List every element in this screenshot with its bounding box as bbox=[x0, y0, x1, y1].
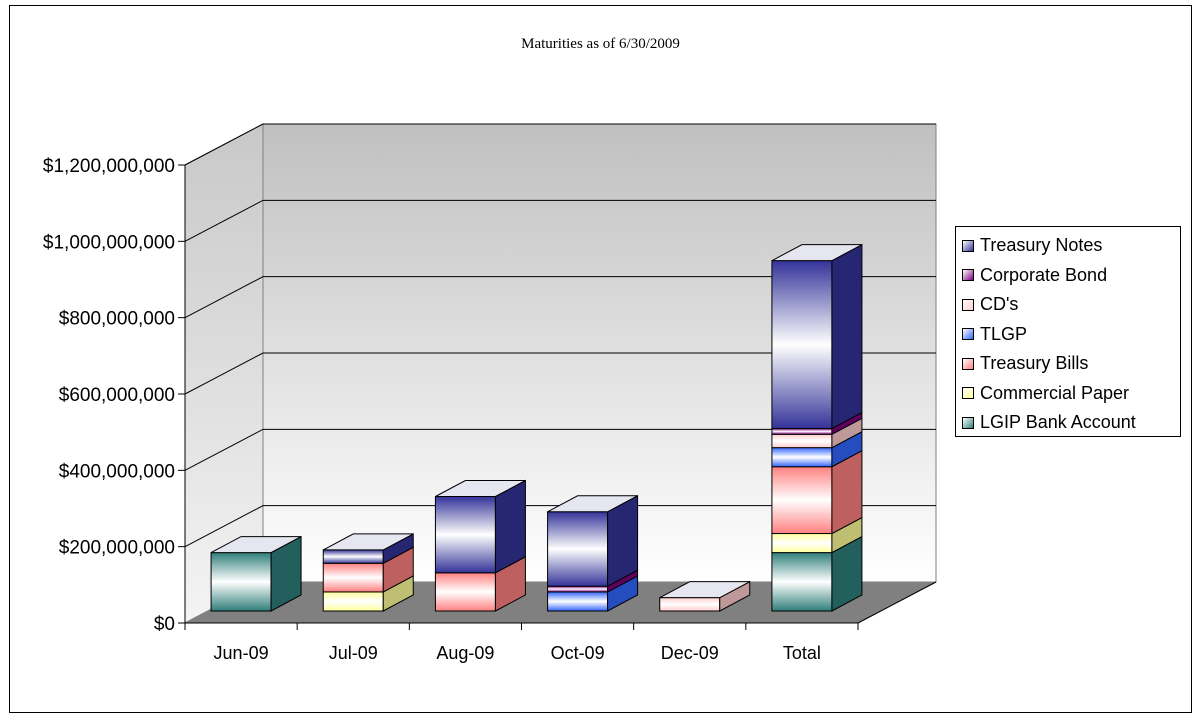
x-tick-label: Jun-09 bbox=[214, 643, 269, 663]
gridline bbox=[184, 199, 936, 242]
legend-item: Commercial Paper bbox=[962, 379, 1180, 409]
legend-item: CD's bbox=[962, 290, 1180, 320]
bar-front bbox=[547, 511, 609, 587]
y-tick-label: $200,000,000 bbox=[59, 538, 175, 559]
legend-label: Treasury Notes bbox=[980, 235, 1103, 256]
y-tick-label: $400,000,000 bbox=[59, 461, 175, 482]
bar-front bbox=[659, 597, 721, 612]
bar-top bbox=[435, 480, 526, 497]
bar-segment bbox=[547, 569, 639, 593]
gridline bbox=[184, 276, 936, 319]
bar-front bbox=[547, 591, 609, 612]
bar-segment bbox=[210, 535, 302, 612]
bar-front bbox=[210, 552, 272, 612]
bar-top bbox=[210, 536, 302, 554]
x-tick-label: Jul-09 bbox=[329, 643, 378, 663]
legend-label: LGIP Bank Account bbox=[980, 412, 1136, 433]
bar-segment bbox=[659, 580, 751, 612]
bar-front bbox=[434, 572, 496, 612]
bar-segment bbox=[434, 555, 526, 612]
legend-label: Corporate Bond bbox=[980, 264, 1108, 285]
legend-swatch bbox=[962, 416, 974, 429]
legend-item: LGIP Bank Account bbox=[962, 408, 1180, 438]
bar-segment bbox=[771, 417, 863, 449]
x-tick-label: Oct-09 bbox=[551, 643, 605, 663]
bar-front bbox=[771, 552, 833, 612]
x-tick-label: Aug-09 bbox=[436, 643, 494, 663]
gridline bbox=[184, 505, 936, 548]
legend-swatch bbox=[962, 328, 974, 341]
legend-swatch bbox=[962, 269, 974, 282]
legend-label: CD's bbox=[980, 294, 1019, 315]
gridline bbox=[184, 352, 936, 395]
x-tick-label: Total bbox=[783, 643, 821, 663]
legend-swatch bbox=[962, 239, 974, 252]
bar-front bbox=[434, 496, 496, 574]
bar-segment bbox=[771, 243, 863, 430]
bar-front bbox=[771, 533, 833, 554]
bar-front bbox=[771, 433, 833, 449]
y-tick-label: $800,000,000 bbox=[59, 309, 175, 330]
legend-item: Corporate Bond bbox=[962, 261, 1180, 291]
y-tick-label: $600,000,000 bbox=[59, 385, 175, 406]
y-tick-label: $0 bbox=[154, 614, 175, 635]
bar-segment bbox=[771, 430, 863, 468]
bar-front bbox=[547, 585, 609, 593]
bar-segment bbox=[322, 533, 414, 565]
x-tick-label: Dec-09 bbox=[661, 643, 719, 663]
legend-swatch bbox=[962, 298, 974, 311]
gridline bbox=[184, 428, 936, 471]
legend-label: TLGP bbox=[980, 323, 1028, 344]
y-tick-label: $1,000,000,000 bbox=[43, 232, 175, 253]
legend-item: Treasury Bills bbox=[962, 349, 1180, 379]
bar-front bbox=[771, 260, 833, 430]
legend-swatch bbox=[962, 387, 974, 400]
bar-segment bbox=[434, 479, 526, 574]
legend-item: TLGP bbox=[962, 320, 1180, 350]
legend-item: Treasury Notes bbox=[962, 231, 1180, 261]
bar-front bbox=[322, 562, 384, 593]
bar-top bbox=[323, 533, 414, 551]
floor-edge bbox=[857, 581, 937, 624]
bar-side bbox=[831, 243, 863, 430]
chart-title: Maturities as of 6/30/2009 bbox=[521, 36, 680, 52]
bar-front bbox=[771, 447, 833, 468]
bar-front bbox=[322, 549, 384, 564]
bar-segment bbox=[322, 546, 414, 593]
bar-top bbox=[659, 581, 750, 599]
legend: Treasury Notes Corporate Bond CD's TLGP Trea… bbox=[955, 226, 1181, 437]
bar-top bbox=[771, 244, 863, 262]
bar-segment bbox=[322, 575, 414, 612]
y-tick-label: $1,200,000,000 bbox=[43, 156, 175, 177]
legend-swatch bbox=[962, 357, 974, 370]
bar-front bbox=[771, 466, 833, 535]
legend-label: Treasury Bills bbox=[980, 353, 1089, 374]
gridline bbox=[184, 123, 936, 166]
bar-top bbox=[547, 495, 638, 513]
legend-label: Commercial Paper bbox=[980, 382, 1130, 403]
bar-segment bbox=[547, 494, 639, 588]
bar-front bbox=[771, 428, 833, 435]
bar-segment bbox=[771, 535, 863, 612]
bar-segment bbox=[547, 575, 639, 612]
bar-front bbox=[322, 591, 384, 612]
